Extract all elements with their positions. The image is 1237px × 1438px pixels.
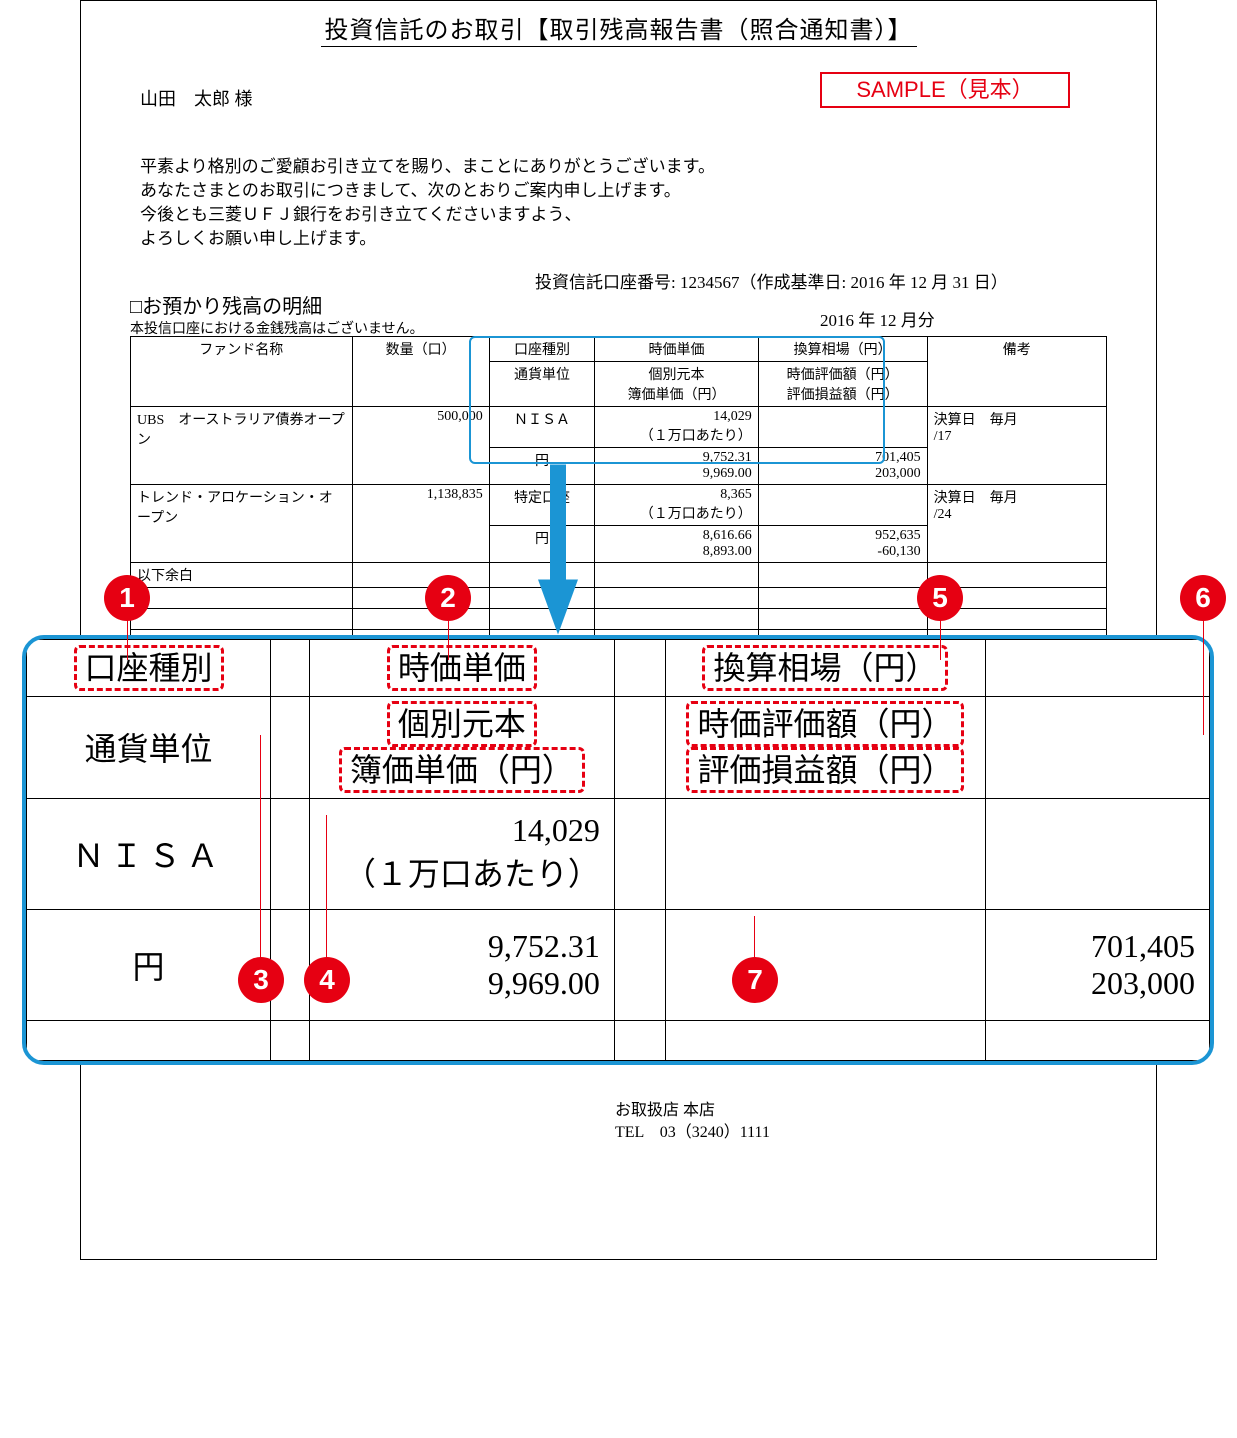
value-cost2: 9,969.00 [488,965,600,1001]
label-book-price: 簿価単価（円） [339,747,585,793]
callout-badge-2: 2 [425,575,471,621]
cell-price: 14,029 （１万口あたり） [595,407,759,448]
callout-badge-5: 5 [917,575,963,621]
cell-fund: トレンド・アロケーション・オープン [131,485,353,563]
col-remarks: 備考 [927,337,1106,407]
account-number-line: 投資信託口座番号: 1234567（作成基準日: 2016 年 12 月 31 … [535,268,1008,293]
cell-memo: 決算日 毎月 /17 [927,407,1106,485]
col-currency: 通貨単位 [489,362,595,407]
col-valuation: 時価評価額（円） 評価損益額（円） [758,362,927,407]
footer-branch: お取扱店 本店 [615,1100,770,1122]
greeting-line: 平素より格別のご愛顧お引き立てを賜り、まことにありがとうございます。 [140,155,715,179]
label-individual-principal: 個別元本 [387,701,537,747]
cell-rate [758,485,927,526]
value-gainloss: 203,000 [1091,965,1195,1001]
footer-block: お取扱店 本店 TEL 03（3240）1111 [615,1100,770,1144]
cell-blank: 以下余白 [131,563,353,588]
cell-fund: UBS オーストラリア債券オープン [131,407,353,485]
table-row: トレンド・アロケーション・オープン 1,138,835 特定口座 8,365 （… [131,485,1107,526]
col-qty: 数量（口） [352,337,489,407]
value-currency: 円 [27,909,271,1020]
table-header-row: ファンド名称 数量（口） 口座種別 時価単価 換算相場（円） 備考 [131,337,1107,362]
cell-price: 8,365 （１万口あたり） [595,485,759,526]
greeting-line: 今後とも三菱ＵＦＪ銀行をお引き立てくださいますよう、 [140,203,715,227]
table-row [131,609,1107,630]
cell-price: 9,752.31 9,969.00 [595,448,759,485]
label-currency-unit: 通貨単位 [27,696,271,798]
cell-acct: ＮＩＳＡ [489,407,595,448]
col-market-price: 時価単価 [595,337,759,362]
col-fund-name: ファンド名称 [131,337,353,407]
label-exchange-rate: 換算相場（円） [702,645,948,691]
sample-stamp: SAMPLE（見本） [820,72,1070,108]
value-valuation: 701,405 [1091,928,1195,964]
section-title: □お預かり残高の明細 [130,290,322,319]
greeting-block: 平素より格別のご愛顧お引き立てを賜り、まことにありがとうございます。 あなたさま… [140,155,715,251]
leader-line [448,620,449,660]
callout-badge-7: 7 [732,957,778,1003]
page: 投資信託のお取引【取引残高報告書（照合通知書）】 SAMPLE（見本） 山田 太… [0,0,1237,1438]
cell-price: 8,616.66 8,893.00 [595,526,759,563]
greeting-line: よろしくお願い申し上げます。 [140,227,715,251]
table-row: 以下余白 [131,563,1107,588]
footer-tel: TEL 03（3240）1111 [615,1122,770,1144]
cell-rate [758,407,927,448]
value-price-unit: （１万口あたり） [344,856,600,892]
leader-line [1203,620,1204,735]
cell-rate: 701,405 203,000 [758,448,927,485]
period-label: 2016 年 12 月分 [820,306,935,331]
label-market-price: 時価単価 [387,645,537,691]
table-row: UBS オーストラリア債券オープン 500,000 ＮＩＳＡ 14,029 （１… [131,407,1107,448]
zoom-panel: 口座種別 時価単価 換算相場（円） 通貨単位 個別元本 簿価単価（円） 時価評価… [22,635,1214,1065]
zoom-arrow-icon [538,462,578,637]
label-account-type: 口座種別 [74,645,224,691]
callout-badge-1: 1 [104,575,150,621]
document-title-text: 投資信託のお取引【取引残高報告書（照合通知書）】 [321,18,917,47]
section-subnote: 本投信口座における金銭残高はございません。 [130,318,424,338]
cell-qty: 1,138,835 [352,485,489,563]
callout-badge-3: 3 [238,957,284,1003]
leader-line [940,620,941,660]
label-market-valuation: 時価評価額（円） [686,701,964,747]
addressee: 山田 太郎 様 [140,85,253,111]
zoom-table: 口座種別 時価単価 換算相場（円） 通貨単位 個別元本 簿価単価（円） 時価評価… [26,639,1210,1061]
leader-line [754,916,755,961]
leader-line [127,620,128,660]
col-exchange-rate: 換算相場（円） [758,337,927,362]
greeting-line: あなたさまとのお取引につきまして、次のとおりご案内申し上げます。 [140,179,715,203]
col-account-type: 口座種別 [489,337,595,362]
leader-line [326,815,327,960]
value-account-type: ＮＩＳＡ [27,798,271,909]
cell-memo: 決算日 毎月 /24 [927,485,1106,563]
cell-qty: 500,000 [352,407,489,485]
document-title: 投資信託のお取引【取引残高報告書（照合通知書）】 [80,10,1157,45]
callout-badge-6: 6 [1180,575,1226,621]
leader-line [260,735,261,960]
col-cost: 個別元本 簿価単価（円） [595,362,759,407]
value-price: 14,029 [512,812,600,848]
value-cost1: 9,752.31 [488,928,600,964]
cell-rate: 952,635 -60,130 [758,526,927,563]
callout-badge-4: 4 [304,957,350,1003]
label-valuation-gainloss: 評価損益額（円） [686,747,964,793]
